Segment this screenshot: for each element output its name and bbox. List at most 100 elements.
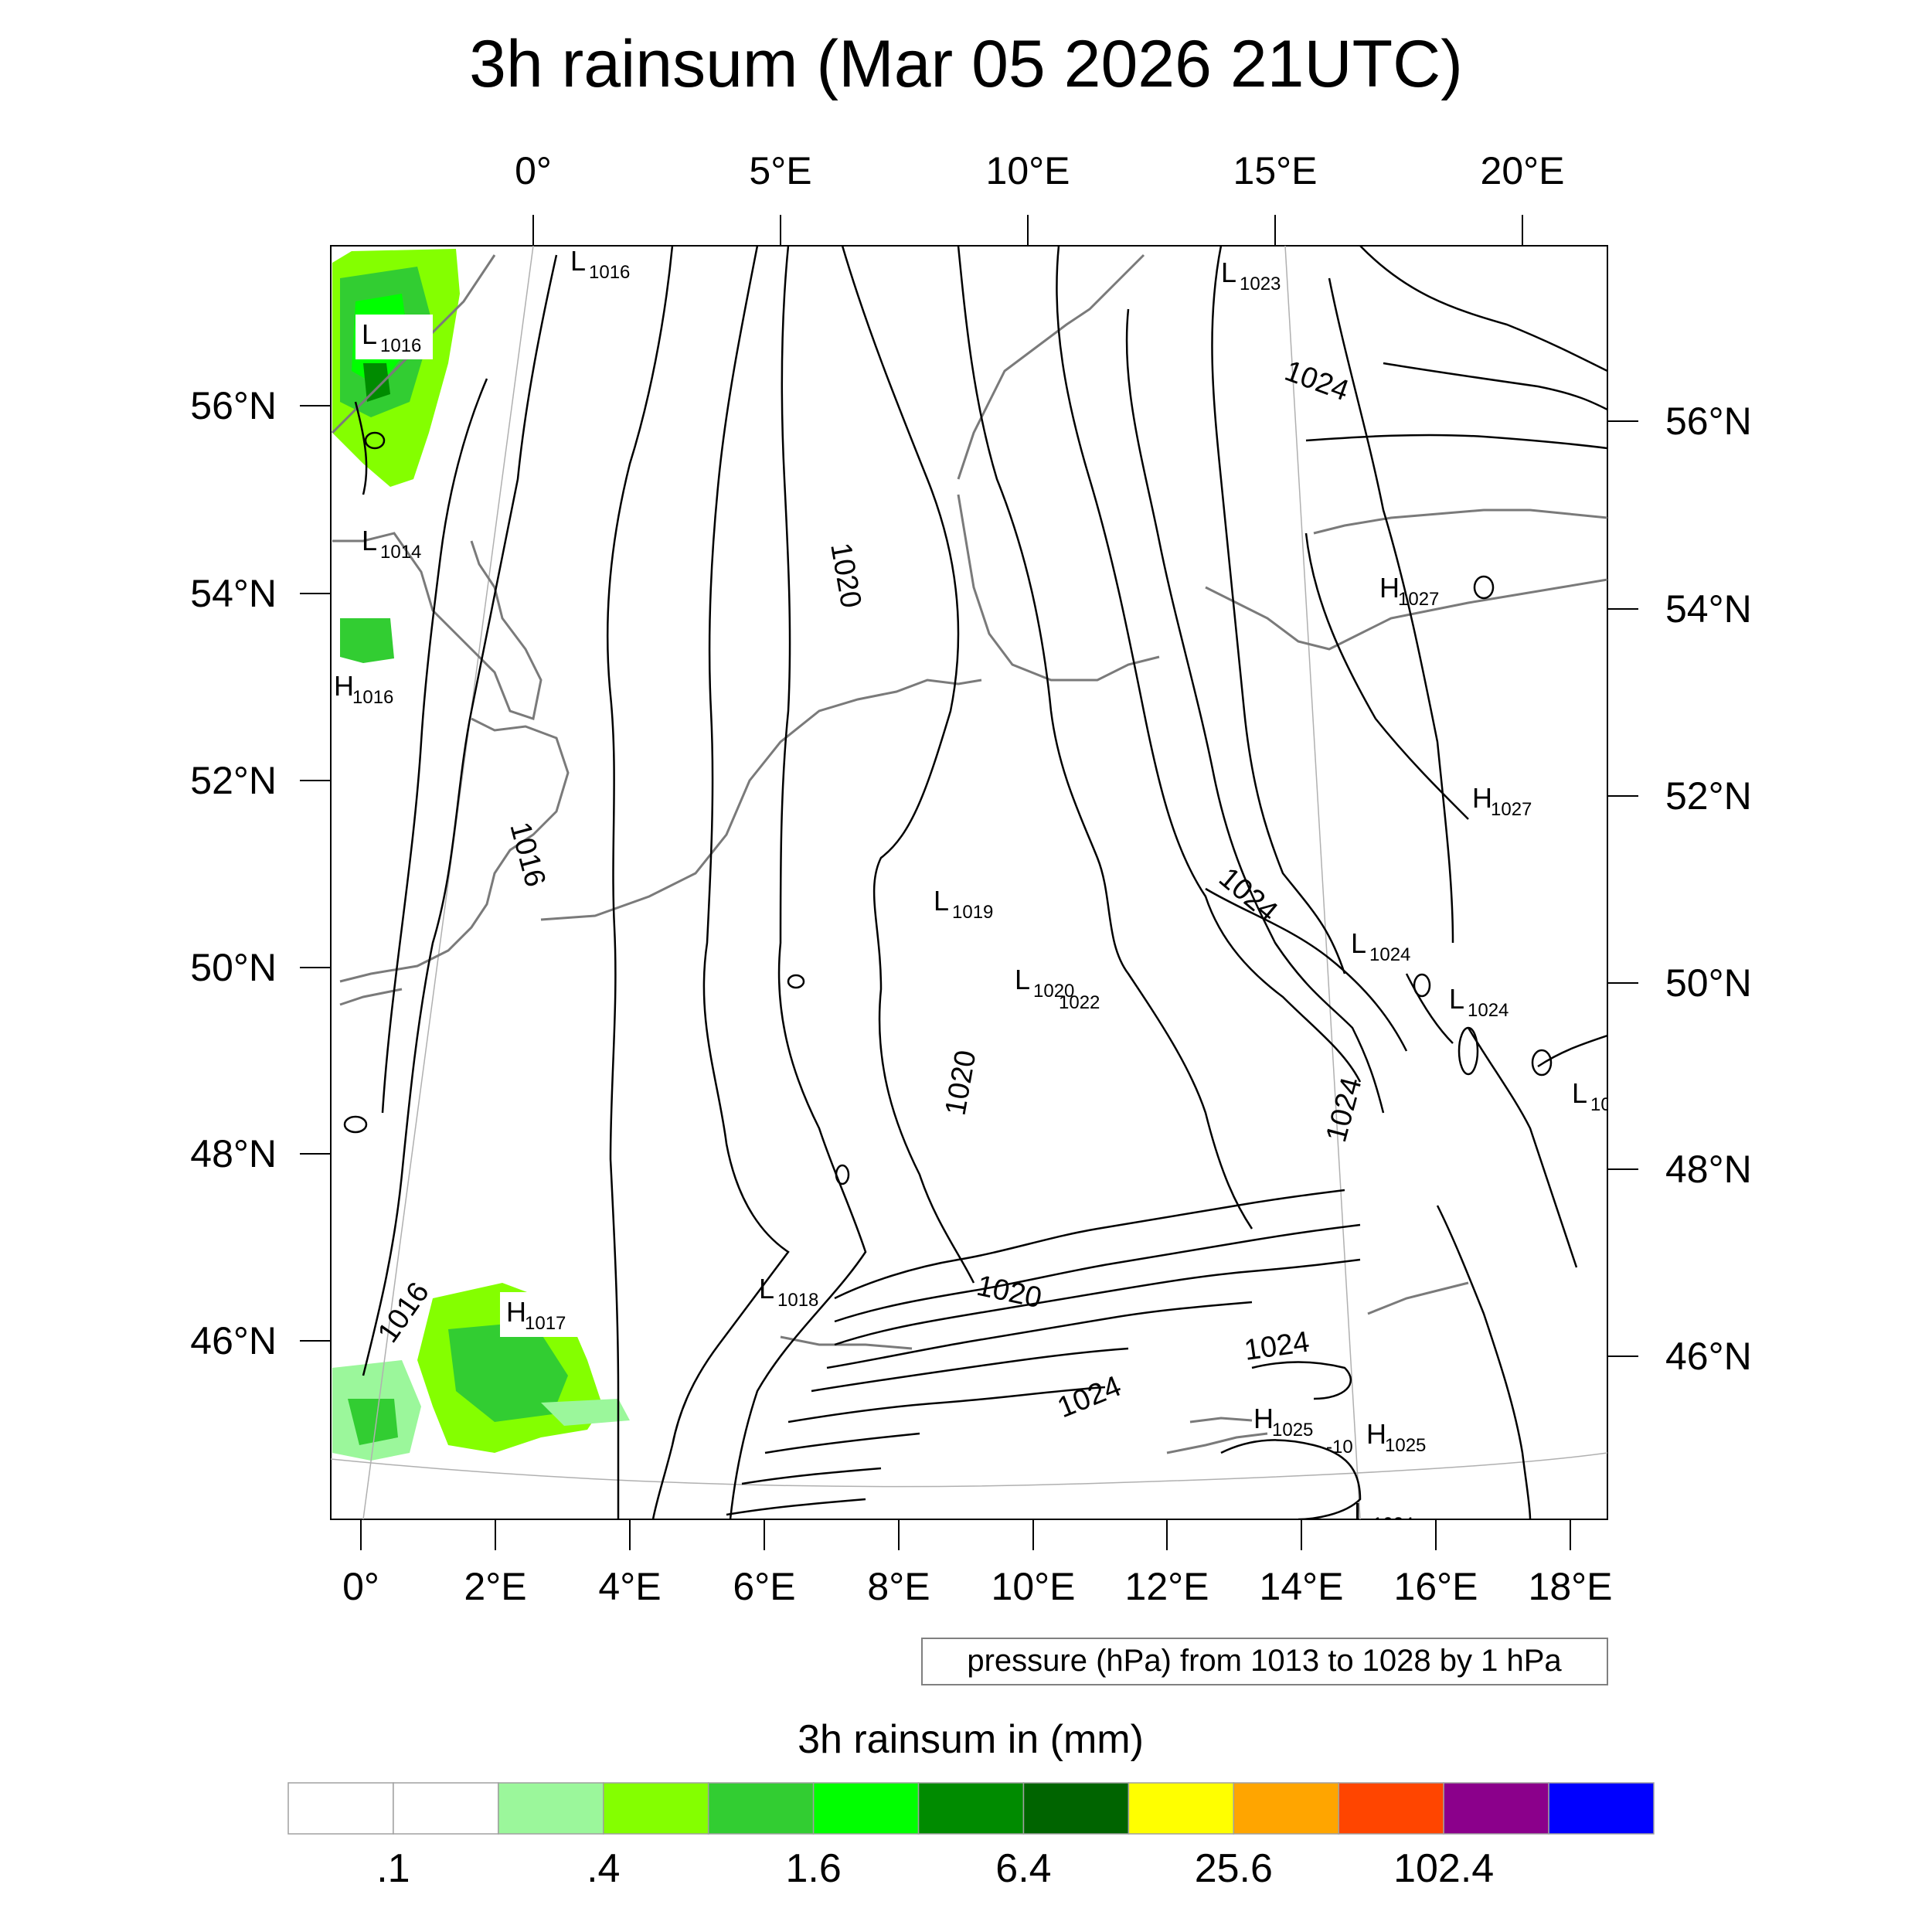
colorbar: 3h rainsum in (mm) .1 .4 1.6 6.4 25.6 102.4 [287,1717,1655,1891]
colorbar-cell [498,1782,604,1835]
pressure-center: L 1014 [362,525,421,563]
pressure-center: L 1018 [759,1273,818,1311]
lon-label: 8°E [867,1565,930,1608]
colorbar-cell [1443,1782,1549,1835]
svg-text:1023: 1023 [1240,274,1281,294]
colorbar-tick-label: 6.4 [995,1846,1051,1891]
svg-text:1024: 1024 [1468,1000,1509,1021]
lon-label: 10°E [992,1565,1076,1608]
colorbar-title: 3h rainsum in (mm) [798,1717,1144,1762]
colorbar-cell [812,1782,920,1835]
svg-text:1016: 1016 [380,335,421,356]
axis-ticks [300,215,1638,1550]
svg-text:1025: 1025 [1272,1420,1313,1440]
lon-label: 6°E [733,1565,795,1608]
colorbar-labels: .1 .4 1.6 6.4 25.6 102.4 [376,1846,1494,1891]
svg-text:1024: 1024 [1372,1514,1413,1535]
svg-text:1014: 1014 [380,542,421,563]
stray-label: 1022 [1059,992,1100,1013]
lat-label: 50°N [190,946,277,989]
svg-text:L: L [1572,1077,1587,1109]
svg-text:L: L [362,318,377,350]
lat-label: 56°N [190,384,277,427]
pressure-center: L 1019 [934,885,993,923]
lat-label: 48°N [190,1132,277,1175]
lon-label: 14°E [1260,1565,1344,1608]
lon-label: 2°E [464,1565,526,1608]
rain-patch-southwest-left-core [348,1399,398,1445]
svg-text:1016: 1016 [589,262,630,283]
colorbar-cells [287,1782,1655,1835]
svg-text:1020: 1020 [1033,981,1074,1002]
pressure-note-text: pressure (hPa) from 1013 to 1028 by 1 hP… [967,1644,1562,1678]
rain-patch-southwest-tail [541,1399,630,1426]
pressure-center: L 1016 [355,315,433,359]
svg-text:10: 10 [1590,1094,1611,1115]
svg-text:H: H [1366,1418,1386,1450]
lat-label: 52°N [1665,774,1752,818]
rain-patch-west-small [340,618,394,663]
isobars [343,246,1607,1519]
left-lat-labels: 56°N 54°N 52°N 50°N 48°N 46°N [190,384,277,1362]
colorbar-tick-label: .4 [587,1846,620,1891]
svg-text:H: H [506,1296,526,1328]
svg-text:L: L [1351,927,1366,959]
colorbar-cell [1022,1782,1130,1835]
pressure-center: L 1016 [570,245,630,283]
pressure-center: L 10 [1572,1077,1611,1115]
svg-text:1024: 1024 [1369,944,1410,965]
lat-label: 50°N [1665,961,1752,1005]
stray-label: -10 [1326,1437,1353,1458]
pressure-center: L 1023 [1221,257,1281,294]
lat-label: 46°N [190,1319,277,1362]
lat-label: 48°N [1665,1148,1752,1191]
pressure-center: L 1024 [1354,1497,1413,1535]
rain-patch-southwest-core [448,1321,568,1422]
rain-patch-northwest-dark [363,363,390,402]
lon-label: 20°E [1481,149,1565,192]
lon-label: 18°E [1529,1565,1613,1608]
svg-text:L: L [570,245,586,277]
lon-label: 5°E [749,149,811,192]
svg-text:1016: 1016 [352,687,393,708]
lat-label: 46°N [1665,1335,1752,1378]
colorbar-cell [917,1782,1025,1835]
svg-text:1025: 1025 [1385,1435,1426,1456]
pressure-center: L 1024 [1351,927,1410,965]
svg-text:L: L [1221,257,1236,288]
svg-text:H: H [1472,782,1492,814]
svg-text:H: H [334,670,354,702]
lon-label: 15°E [1233,149,1318,192]
colorbar-cell [707,1782,815,1835]
lon-label: 4°E [598,1565,661,1608]
svg-text:L: L [1354,1497,1369,1529]
colorbar-cell [393,1782,499,1835]
lon-label: 0° [515,149,552,192]
lon-label: 10°E [986,149,1070,192]
svg-text:L: L [759,1273,774,1304]
svg-text:1018: 1018 [777,1290,818,1311]
right-lat-labels: 56°N 54°N 52°N 50°N 48°N 46°N [1665,400,1752,1378]
lat-label: 54°N [190,572,277,615]
colorbar-tick-label: .1 [376,1846,410,1891]
svg-text:L: L [1015,964,1030,995]
svg-text:1019: 1019 [952,902,993,923]
colorbar-cell [1128,1782,1235,1835]
lat-label: 54°N [1665,587,1752,631]
colorbar-tick-label: 25.6 [1195,1846,1273,1891]
pressure-center: L 1020 [1015,964,1074,1002]
lon-label: 16°E [1394,1565,1478,1608]
colorbar-tick-label: 102.4 [1393,1846,1494,1891]
svg-text:1017: 1017 [525,1313,566,1334]
svg-text:L: L [934,885,949,917]
bottom-lon-labels: 0° 2°E 4°E 6°E 8°E 10°E 12°E 14°E 16°E 1… [342,1565,1612,1608]
